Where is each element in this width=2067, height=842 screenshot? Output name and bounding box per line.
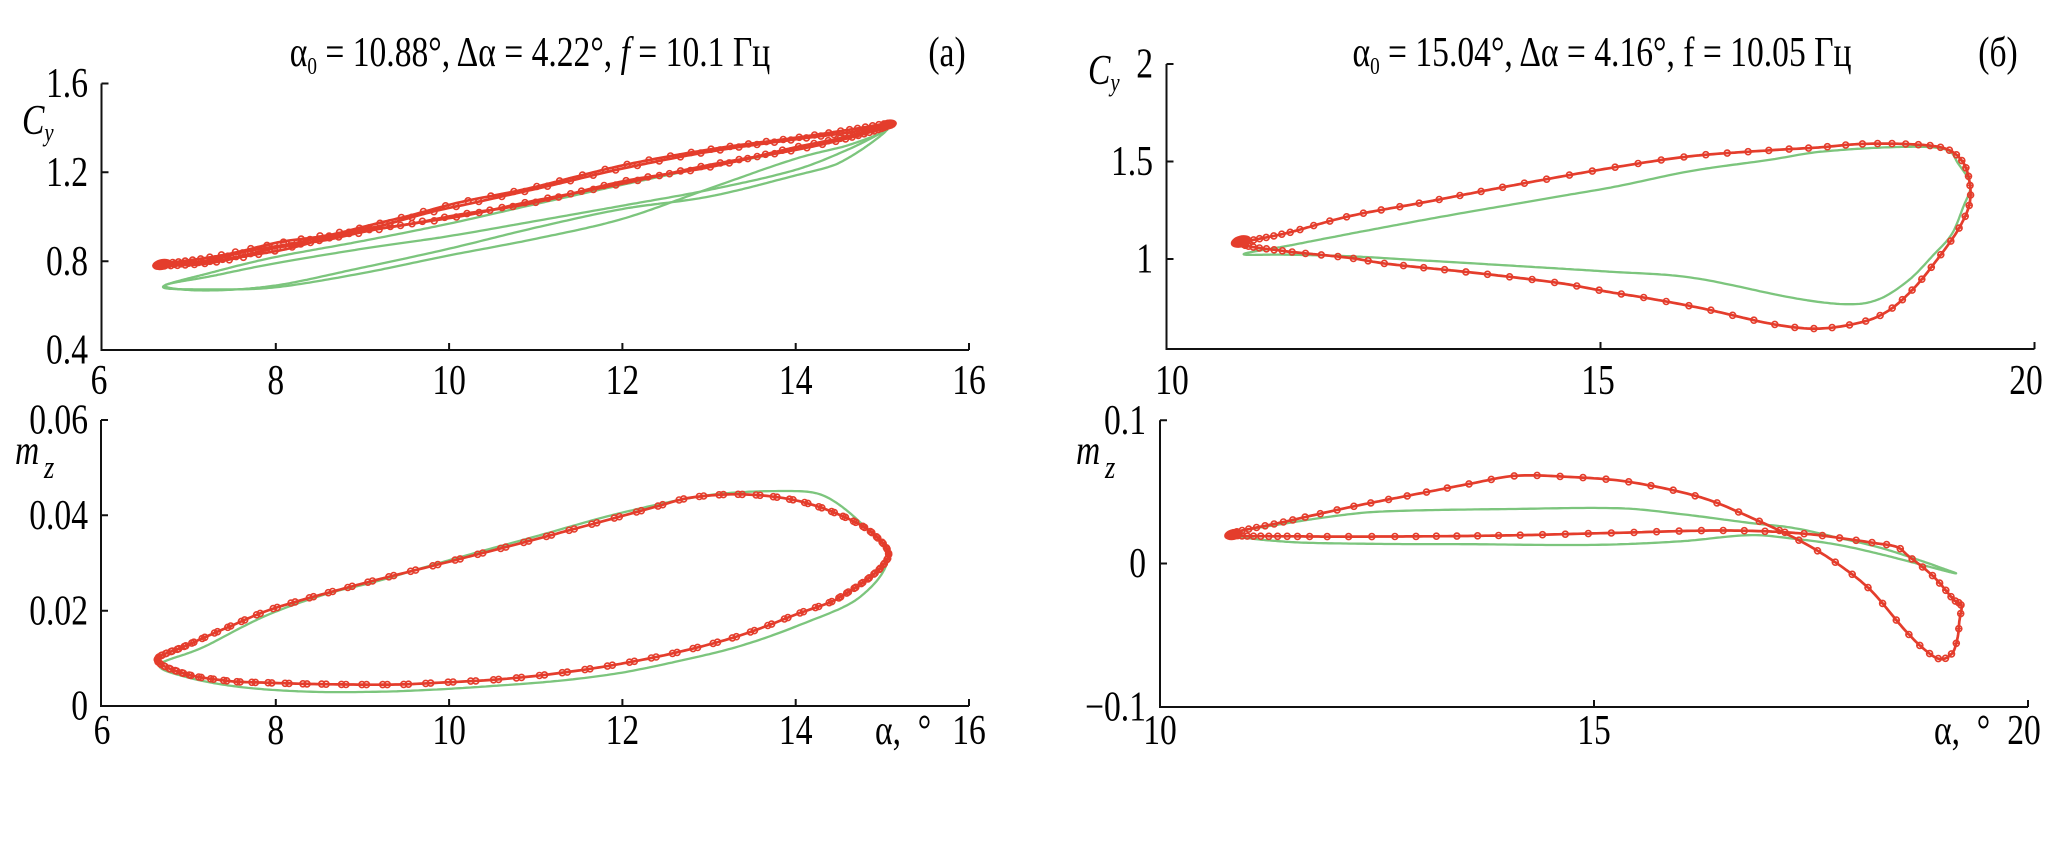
svg-text:1.5: 1.5 — [1111, 139, 1153, 185]
svg-text:Cy: Cy — [1088, 48, 1120, 98]
svg-text:(б): (б) — [1978, 30, 2017, 76]
svg-text:α0 = 15.04°, Δα = 4.16°, f = 1: α0 = 15.04°, Δα = 4.16°, f = 10.05 Гц — [1352, 30, 1851, 80]
svg-text:1: 1 — [1136, 236, 1153, 282]
svg-text:(a): (a) — [928, 30, 965, 76]
svg-text:15: 15 — [1581, 358, 1615, 404]
svg-text:6: 6 — [94, 708, 111, 754]
svg-text:10: 10 — [432, 708, 466, 754]
svg-text:1.6: 1.6 — [46, 61, 88, 107]
svg-text:8: 8 — [267, 358, 284, 404]
svg-text:15: 15 — [1577, 708, 1611, 754]
svg-text:0.04: 0.04 — [29, 493, 88, 539]
svg-text:14: 14 — [779, 358, 813, 404]
svg-text:16: 16 — [952, 358, 986, 404]
svg-text:mz: mz — [1076, 428, 1116, 486]
svg-text:14: 14 — [779, 708, 813, 754]
svg-text:0.02: 0.02 — [29, 588, 88, 634]
svg-text:0: 0 — [71, 683, 88, 729]
svg-text:α, °: α, ° — [875, 708, 931, 754]
svg-text:6: 6 — [91, 358, 108, 404]
svg-text:12: 12 — [606, 708, 640, 754]
svg-text:0.1: 0.1 — [1104, 398, 1146, 444]
svg-text:mz: mz — [15, 428, 55, 486]
svg-text:α, °: α, ° — [1934, 708, 1990, 754]
svg-text:0: 0 — [1129, 541, 1146, 587]
svg-text:20: 20 — [2007, 708, 2041, 754]
svg-text:2: 2 — [1136, 41, 1153, 87]
svg-text:8: 8 — [267, 708, 284, 754]
svg-text:16: 16 — [952, 708, 986, 754]
svg-text:0.06: 0.06 — [29, 397, 88, 443]
svg-text:0.8: 0.8 — [46, 238, 88, 284]
svg-text:α0 = 10.88°, Δα = 4.22°, f = 1: α0 = 10.88°, Δα = 4.22°, f = 10.1 Гц — [290, 30, 770, 80]
svg-text:−0.1: −0.1 — [1085, 684, 1146, 730]
svg-text:1.2: 1.2 — [46, 150, 88, 196]
svg-text:12: 12 — [606, 358, 640, 404]
svg-text:Cy: Cy — [22, 98, 54, 148]
svg-text:0.4: 0.4 — [46, 327, 88, 373]
svg-text:10: 10 — [1155, 358, 1189, 404]
svg-text:10: 10 — [432, 358, 466, 404]
svg-text:10: 10 — [1143, 708, 1177, 754]
svg-text:20: 20 — [2009, 358, 2043, 404]
